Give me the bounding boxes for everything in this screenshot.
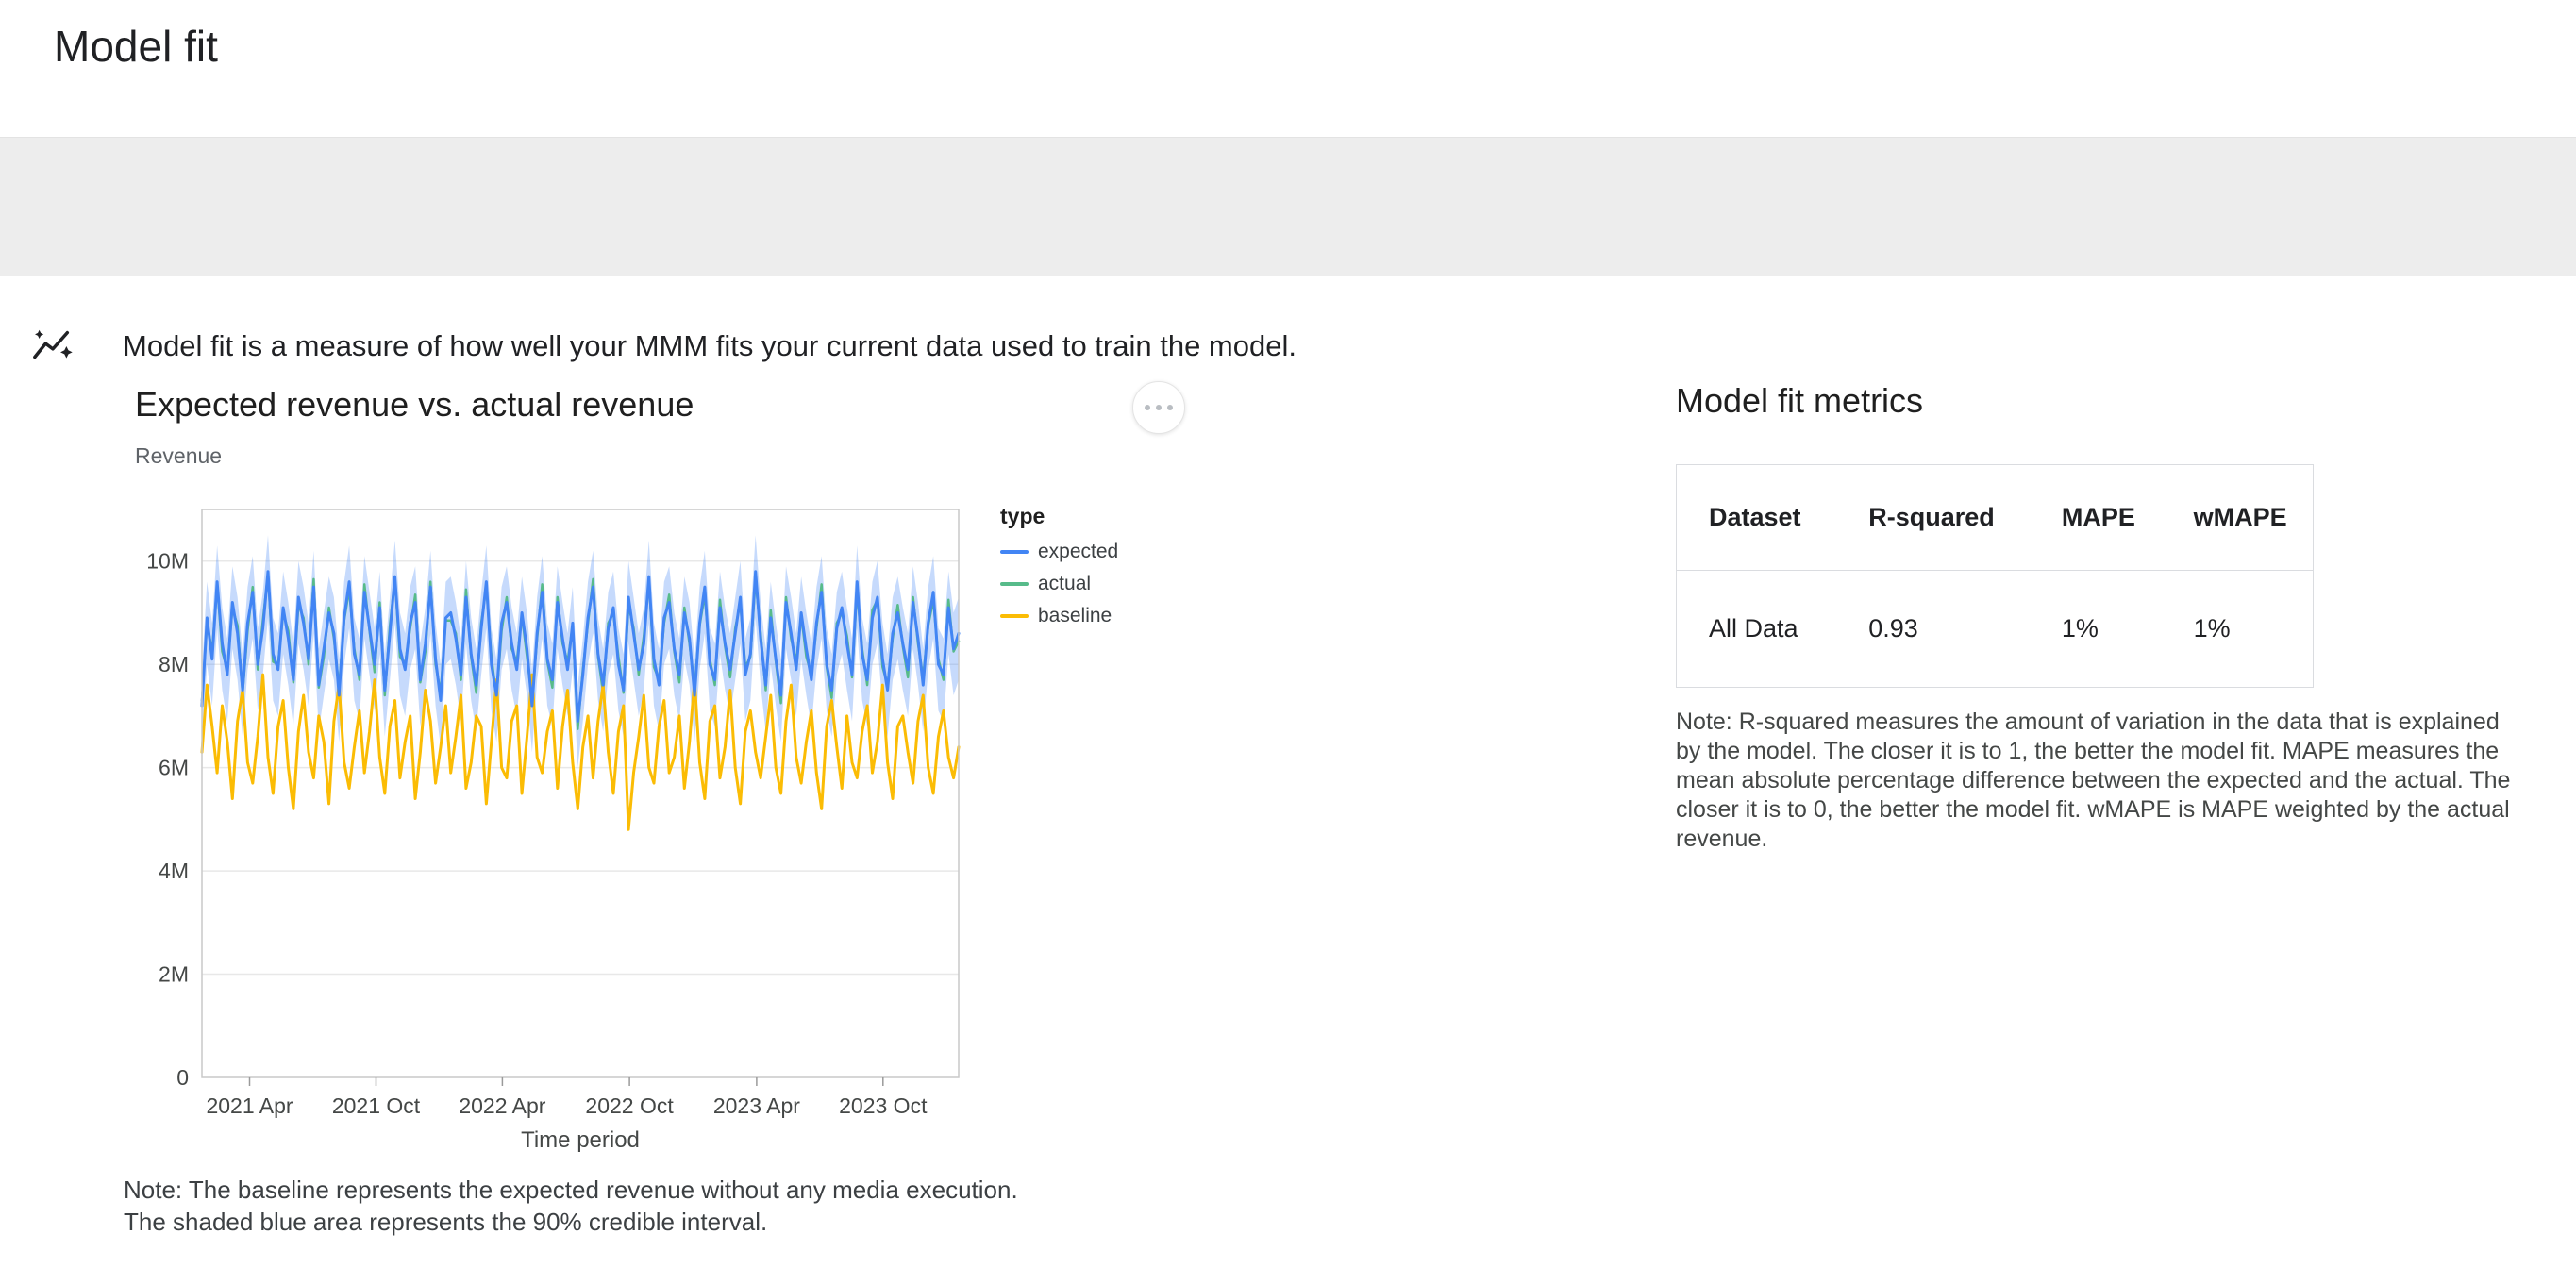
y-tick-label: 10M (146, 549, 189, 574)
legend-swatch-actual (1000, 582, 1029, 586)
y-axis-title: Revenue (135, 443, 223, 468)
chart-note-line2: The shaded blue area represents the 90% … (124, 1208, 768, 1236)
series-line-expected (200, 570, 961, 723)
legend-title: type (1000, 504, 1045, 528)
table-cell-dataset: All Data (1709, 614, 1798, 642)
legend-item-actual: actual (1000, 573, 1118, 595)
chart-note: Note: The baseline represents the expect… (124, 1174, 1018, 1238)
table-cell-rsquared: 0.93 (1868, 614, 1918, 642)
page-title: Model fit (54, 22, 218, 71)
table-header-mape: MAPE (2029, 464, 2162, 571)
table-header-rsquared: R-squared (1836, 464, 2030, 571)
info-banner: Model fit is a measure of how well your … (0, 138, 2576, 362)
legend-item-label: actual (1038, 573, 1092, 594)
table-header-row: Dataset R-squared MAPE wMAPE (1676, 464, 2314, 571)
legend-item-label: expected (1038, 541, 1119, 562)
ellipsis-icon (1167, 405, 1173, 410)
legend-item-expected: expected (1000, 541, 1118, 563)
legend-item-baseline: baseline (1000, 605, 1118, 627)
legend-swatch-expected (1000, 550, 1029, 554)
x-tick-label: 2021 Apr (206, 1093, 293, 1118)
chart-legend: type expected actual baseline (1000, 504, 1118, 637)
x-tick-label: 2022 Apr (459, 1093, 545, 1118)
series-line-baseline (200, 673, 961, 831)
x-tick-label: 2023 Apr (713, 1093, 800, 1118)
metrics-table: Dataset R-squared MAPE wMAPE All Data 0.… (1676, 464, 2314, 688)
table-header-wmape: wMAPE (2161, 464, 2314, 571)
legend-swatch-baseline (1000, 614, 1029, 618)
chart-note-line1: Note: The baseline represents the expect… (124, 1176, 1018, 1204)
ellipsis-icon (1156, 405, 1162, 410)
y-tick-label: 6M (159, 756, 189, 780)
chart-title: Expected revenue vs. actual revenue (135, 385, 694, 424)
more-options-button[interactable] (1132, 381, 1185, 434)
credible-interval-band (202, 535, 959, 768)
x-tick-label: 2023 Oct (839, 1093, 928, 1118)
y-tick-label: 4M (159, 859, 189, 883)
revenue-chart: 0 2M 4M 6M 8M 10M 2021 Apr 2021 Oct 2022 Apr 2022… (146, 509, 961, 1153)
plot-border (201, 509, 960, 1078)
header-divider (0, 137, 2576, 138)
y-tick-label: 0 (176, 1065, 189, 1090)
table-row: All Data 0.93 1% 1% (1677, 571, 2314, 688)
x-tick-label: 2022 Oct (585, 1093, 674, 1118)
x-axis-title: Time period (521, 1127, 640, 1153)
table-cell-mape: 1% (2061, 614, 2099, 642)
table-cell-wmape: 1% (2193, 614, 2231, 642)
table-header-dataset: Dataset (1676, 464, 1837, 571)
insights-icon (33, 329, 73, 359)
metrics-note: Note: R-squared measures the amount of v… (1676, 709, 2511, 852)
metrics-title: Model fit metrics (1676, 381, 1924, 420)
banner-text: Model fit is a measure of how well your … (123, 329, 1296, 362)
y-tick-label: 8M (159, 652, 189, 676)
x-tick-label: 2021 Oct (332, 1093, 421, 1118)
y-tick-label: 2M (159, 962, 189, 987)
ellipsis-icon (1145, 405, 1150, 410)
legend-item-label: baseline (1038, 605, 1112, 626)
